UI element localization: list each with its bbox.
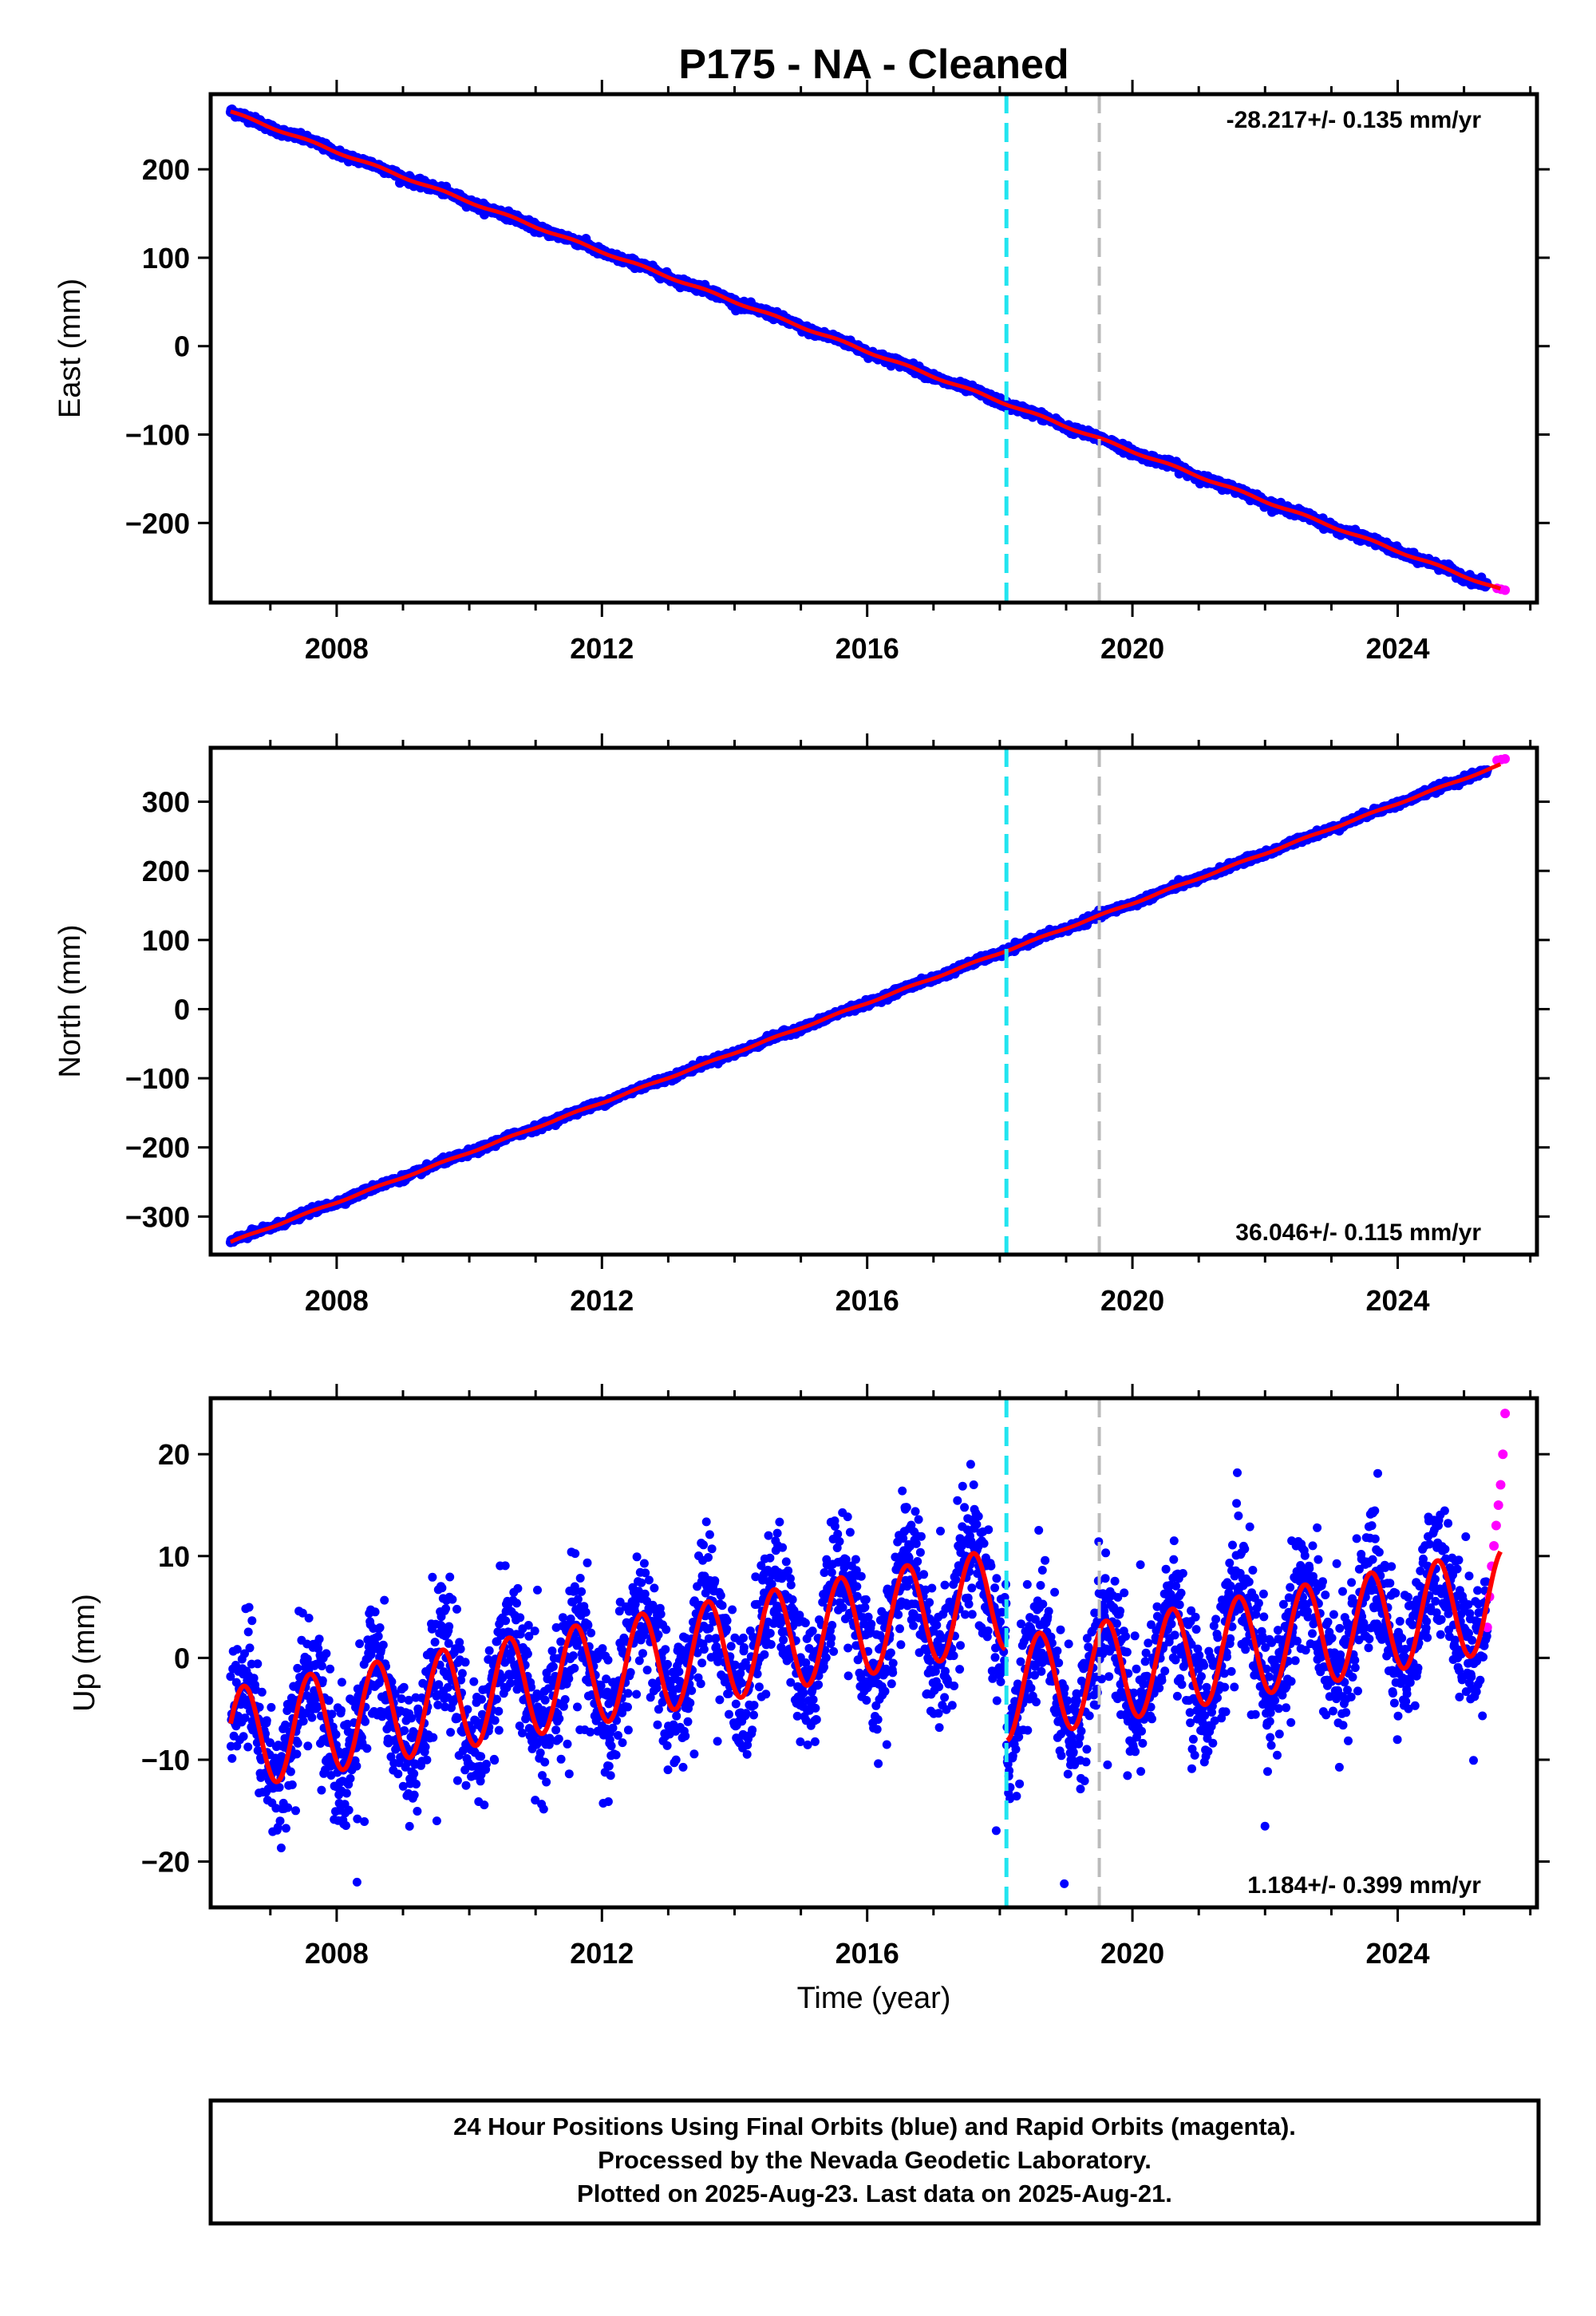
- y-tick-label: 200: [142, 153, 190, 186]
- figure-title: P175 - NA - Cleaned: [678, 41, 1069, 88]
- y-tick-label: 0: [174, 330, 190, 363]
- y-tick-label: 100: [142, 924, 190, 957]
- y-axis-title: East (mm): [53, 279, 87, 418]
- rapid-point: [1500, 585, 1511, 595]
- y-tick-label: 200: [142, 855, 190, 887]
- plot-area: [225, 753, 1511, 1247]
- y-tick-label: −200: [125, 507, 190, 539]
- y-tick-label: −300: [125, 1200, 190, 1233]
- y-tick-label: −100: [125, 419, 190, 452]
- x-tick-label: 2008: [305, 1284, 369, 1317]
- y-tick-label: 0: [174, 993, 190, 1026]
- y-tick-label: −200: [125, 1132, 190, 1164]
- x-tick-label: 2020: [1100, 1284, 1164, 1317]
- y-axis-title: North (mm): [53, 924, 87, 1077]
- x-tick-label: 2016: [836, 632, 899, 665]
- north-panel: −300 −200 −100 0 100 200 300 North (mm) 2008 2012…: [53, 733, 1550, 1317]
- x-tick-label: 2012: [570, 632, 634, 665]
- y-tick-label: 300: [142, 786, 190, 819]
- x-tick-label: 2008: [305, 632, 369, 665]
- east-panel: −200 −100 0 100 200 East (mm) 2008 2012 2016 2020…: [53, 80, 1550, 665]
- rate-label: -28.217+/- 0.135 mm/yr: [1227, 107, 1482, 133]
- model-curve: [229, 109, 1502, 591]
- x-tick-label: 2016: [836, 1284, 899, 1317]
- plot-area: [225, 104, 1511, 595]
- y-tick-label: −100: [125, 1062, 190, 1095]
- x-tick-label: 2012: [570, 1284, 634, 1317]
- x-tick-label: 2024: [1365, 1284, 1429, 1317]
- x-tick-label: 2020: [1100, 632, 1164, 665]
- x-tick-label: 2024: [1365, 632, 1429, 665]
- y-tick-label: 100: [142, 242, 190, 275]
